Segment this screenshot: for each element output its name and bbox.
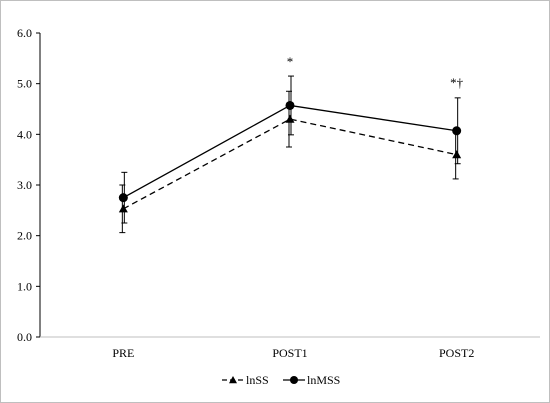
- legend-marker-circle: [290, 376, 298, 384]
- x-tick-label: PRE: [112, 346, 134, 360]
- data-point-circle: [285, 100, 295, 110]
- legend-item-lnSS: lnSS: [222, 373, 269, 387]
- data-point-triangle: [452, 150, 462, 159]
- legend-marker-triangle: [229, 376, 237, 384]
- data-point-circle: [452, 126, 462, 136]
- x-tick-label: POST1: [272, 346, 307, 360]
- y-tick-label: 3.0: [17, 178, 32, 192]
- data-point-triangle: [285, 114, 295, 123]
- series-line-lnSS: [123, 118, 457, 210]
- y-tick-label: 2.0: [17, 229, 32, 243]
- y-tick-label: 1.0: [17, 279, 32, 293]
- data-point-circle: [118, 193, 128, 203]
- y-tick-label: 4.0: [17, 127, 32, 141]
- series-lnMSS: [118, 75, 462, 224]
- legend-item-lnMSS: lnMSS: [283, 373, 340, 387]
- y-tick-label: 6.0: [17, 26, 32, 40]
- data-point-triangle: [118, 204, 128, 213]
- significance-annotation: *†: [450, 75, 464, 90]
- y-tick-label: 5.0: [17, 77, 32, 91]
- significance-annotation: *: [287, 54, 294, 69]
- x-tick-label: POST2: [439, 346, 474, 360]
- y-tick-label: 0.0: [17, 330, 32, 344]
- series-lnSS: [118, 90, 462, 234]
- legend-label: lnSS: [246, 373, 269, 387]
- legend-label: lnMSS: [307, 373, 340, 387]
